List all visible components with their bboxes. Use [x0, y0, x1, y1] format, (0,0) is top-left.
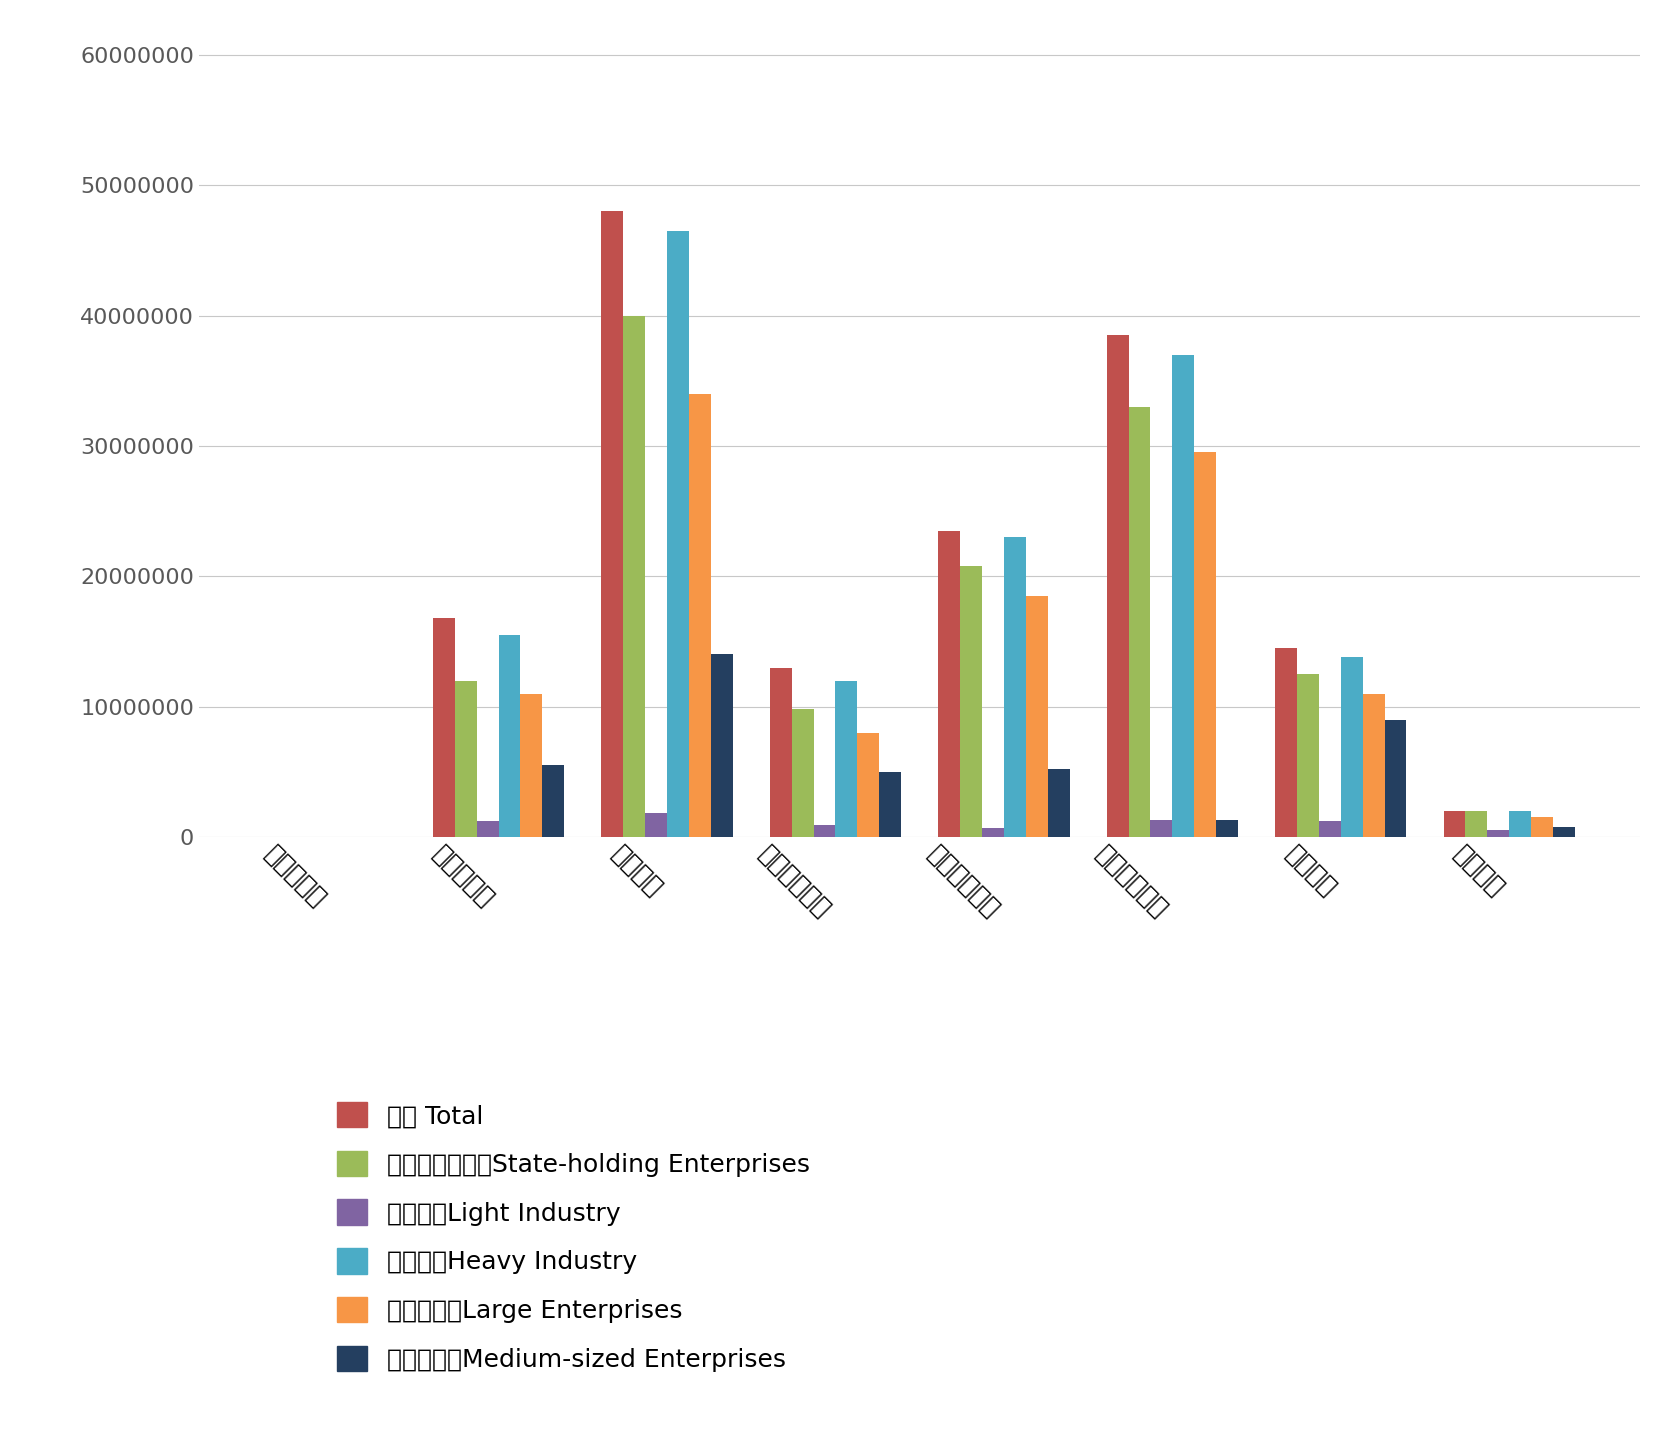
Legend: 总计 Total, 国有控股企业　State-holding Enterprises, 轻工业　Light Industry, 重工业　Heavy Indust: 总计 Total, 国有控股企业 State-holding Enterpris…	[326, 1092, 820, 1382]
Bar	[1004, 537, 1026, 837]
Bar	[668, 231, 689, 837]
Bar	[1216, 820, 1238, 837]
Bar	[542, 765, 563, 837]
Bar	[477, 821, 499, 837]
Bar	[454, 681, 477, 837]
Bar	[1362, 694, 1385, 837]
Bar	[1488, 830, 1510, 837]
Bar	[1107, 335, 1128, 837]
Bar	[1297, 674, 1319, 837]
Bar	[1553, 827, 1574, 837]
Bar	[1026, 596, 1047, 837]
Bar	[1465, 811, 1488, 837]
Bar	[1150, 820, 1171, 837]
Bar	[835, 681, 857, 837]
Bar	[959, 566, 983, 837]
Bar	[645, 814, 668, 837]
Bar	[601, 211, 623, 837]
Bar	[771, 668, 792, 837]
Bar	[1385, 720, 1407, 837]
Bar	[1128, 407, 1150, 837]
Bar	[520, 694, 542, 837]
Bar	[1443, 811, 1465, 837]
Bar	[1531, 817, 1553, 837]
Bar	[1171, 355, 1195, 837]
Bar	[1341, 657, 1362, 837]
Bar	[1047, 769, 1069, 837]
Bar	[623, 316, 645, 837]
Bar	[857, 733, 880, 837]
Bar	[792, 709, 814, 837]
Bar	[689, 394, 711, 837]
Bar	[938, 531, 959, 837]
Bar	[814, 825, 835, 837]
Bar	[1319, 821, 1341, 837]
Bar	[1276, 648, 1297, 837]
Bar	[499, 635, 520, 837]
Bar	[711, 655, 732, 837]
Bar	[983, 828, 1004, 837]
Bar	[1510, 811, 1531, 837]
Bar	[1195, 453, 1216, 837]
Bar	[432, 618, 454, 837]
Bar	[880, 772, 901, 837]
